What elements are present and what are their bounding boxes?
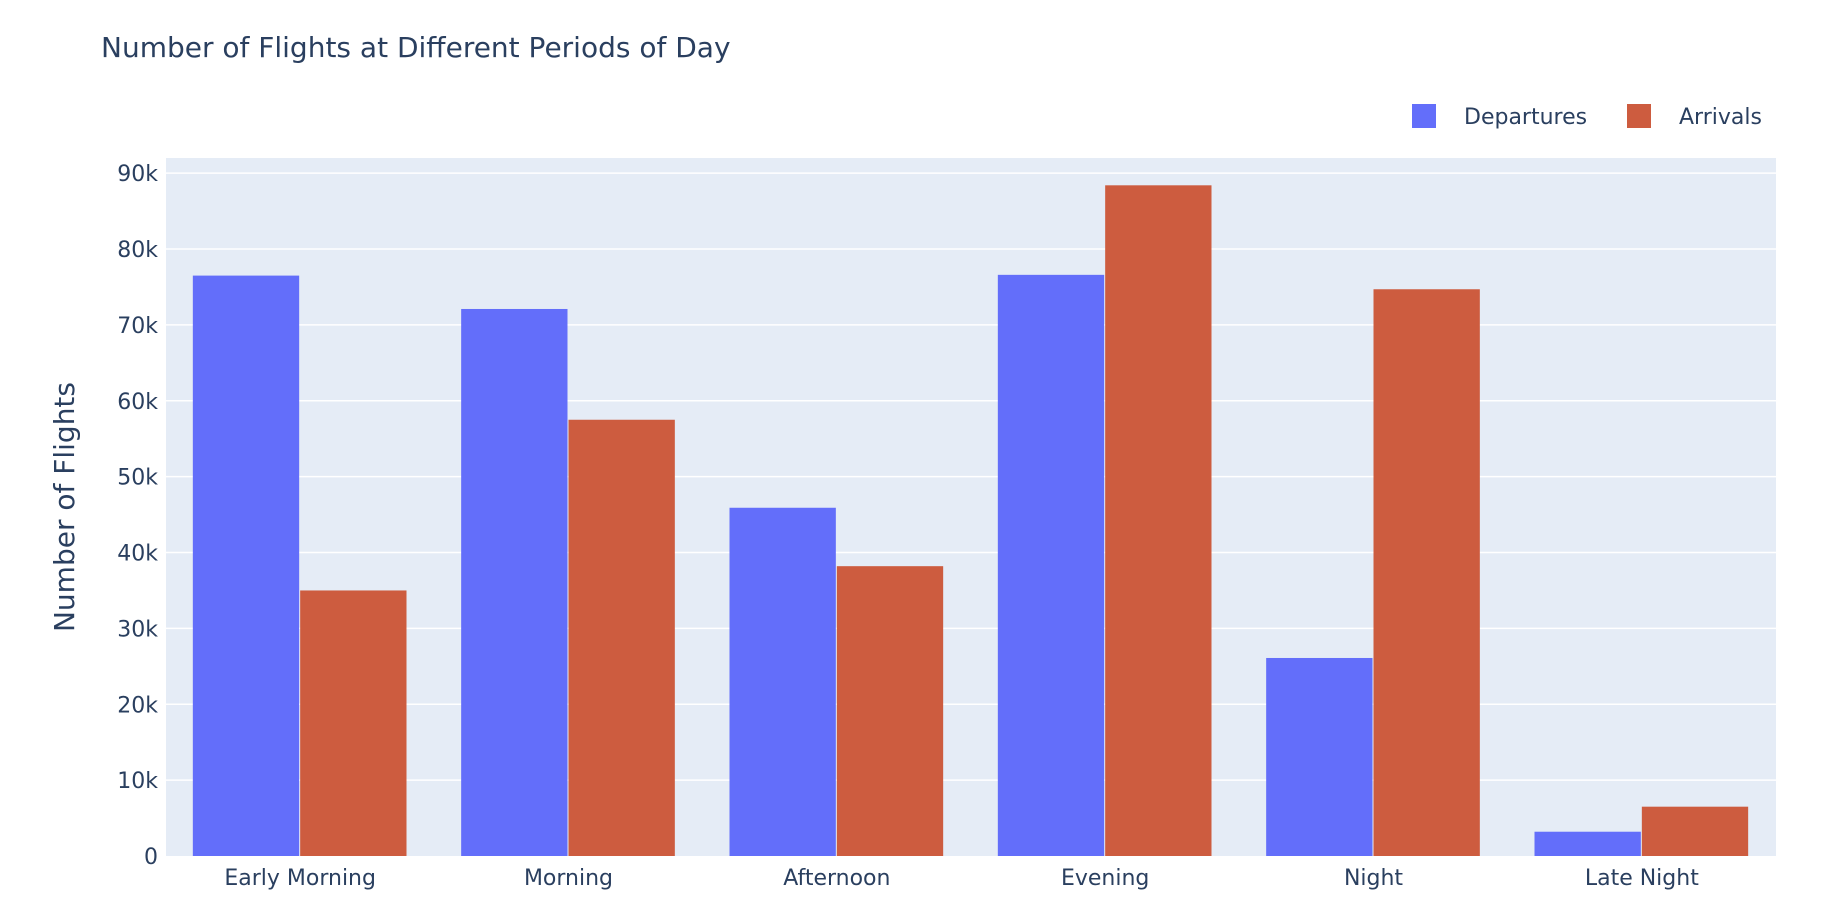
x-tick-label: Morning <box>524 866 613 891</box>
legend[interactable]: Departures Arrivals <box>1412 104 1762 130</box>
chart-title: Number of Flights at Different Periods o… <box>101 31 731 64</box>
y-tick-label: 80k <box>117 238 158 263</box>
y-tick-label: 70k <box>117 314 158 339</box>
grid-lines <box>166 172 1776 781</box>
bar-departures-night[interactable] <box>1266 657 1373 856</box>
bars <box>192 185 1749 857</box>
x-tick-label: Late Night <box>1585 866 1699 891</box>
legend-label-arrivals[interactable]: Arrivals <box>1679 105 1762 130</box>
x-tick-label: Afternoon <box>783 866 890 891</box>
y-tick-label: 30k <box>117 617 158 642</box>
bar-departures-early-morning[interactable] <box>192 275 300 856</box>
x-axis-ticks: Early Morning Morning Afternoon Evening Nigh… <box>224 866 1699 891</box>
y-tick-label: 50k <box>117 466 158 491</box>
y-tick-label: 0 <box>144 845 158 870</box>
bar-arrivals-night[interactable] <box>1373 289 1480 856</box>
x-tick-label: Night <box>1344 866 1403 891</box>
legend-swatch-departures[interactable] <box>1412 104 1436 128</box>
y-tick-label: 20k <box>117 693 158 718</box>
y-tick-label: 10k <box>117 769 158 794</box>
y-tick-label: 60k <box>117 390 158 415</box>
bar-departures-late-night[interactable] <box>1534 831 1641 856</box>
y-axis-label: Number of Flights <box>48 382 81 632</box>
bar-arrivals-late-night[interactable] <box>1641 806 1749 856</box>
bar-arrivals-afternoon[interactable] <box>836 566 944 856</box>
bar-departures-evening[interactable] <box>997 274 1105 857</box>
y-tick-label: 90k <box>117 162 158 187</box>
bar-departures-afternoon[interactable] <box>729 507 836 856</box>
y-axis-ticks: 0 10k 20k 30k 40k 50k 60k 70k 80k 90k <box>117 162 158 870</box>
x-tick-label: Early Morning <box>224 866 376 891</box>
y-tick-label: 40k <box>117 542 158 567</box>
legend-swatch-arrivals[interactable] <box>1627 104 1651 128</box>
bar-departures-morning[interactable] <box>461 308 568 856</box>
legend-label-departures[interactable]: Departures <box>1464 105 1587 130</box>
bar-arrivals-early-morning[interactable] <box>300 590 407 856</box>
plot-background <box>166 158 1776 856</box>
bar-arrivals-morning[interactable] <box>568 419 675 856</box>
x-tick-label: Evening <box>1061 866 1149 891</box>
bar-arrivals-evening[interactable] <box>1105 185 1212 856</box>
